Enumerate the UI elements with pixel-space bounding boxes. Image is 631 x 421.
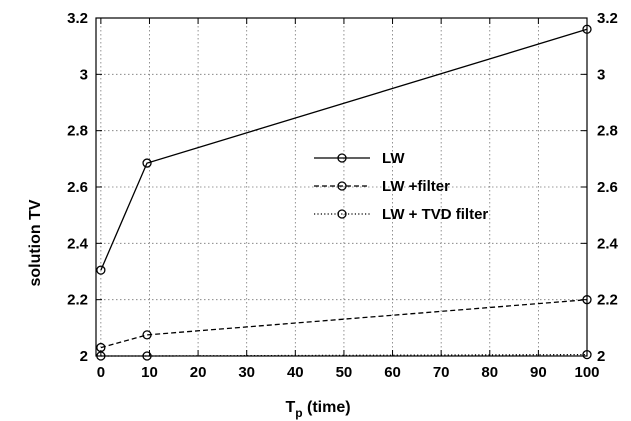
series-line-1 [100,28,588,271]
y-tick-label-right: 2.6 [597,179,618,196]
y-tick-label-left: 2.8 [67,123,88,140]
legend-marker-2 [337,181,347,191]
series-3-point [96,351,106,361]
legend-label-2: LW +filter [382,178,450,195]
x-axis-label-rest: (time) [303,399,351,416]
x-tick-label: 0 [97,364,105,381]
x-tick-label: 80 [481,364,498,381]
x-tick-label: 60 [384,364,401,381]
x-tick-label: 10 [141,364,158,381]
legend-marker-3 [337,209,347,219]
series-3-point [582,349,592,360]
y-tick-label-right: 2 [597,348,605,365]
x-axis-label: Tp (time) [285,399,350,420]
y-tick-label-right: 3.2 [597,10,618,27]
grid-lines [96,18,587,356]
y-tick-label-left: 3.2 [67,10,88,27]
y-tick-label-right: 2.2 [597,292,618,309]
x-tick-label: 30 [238,364,255,381]
series-layer [96,24,592,361]
series-2-point [582,295,592,305]
x-axis-label-subscript: p [295,406,302,420]
legend: LW LW +filter LW + TVD filter [314,150,488,223]
x-tick-label: 90 [530,364,547,381]
y-axis-label: solution TV [27,199,44,286]
x-tick-label: 40 [287,364,304,381]
series-2-point [142,330,152,340]
legend-marker-1 [337,153,347,163]
series-1-point [142,158,152,168]
series-1-point [582,24,592,34]
series-3-point [142,351,152,361]
y-tick-label-right: 2.4 [597,235,619,252]
legend-label-3: LW + TVD filter [382,206,488,223]
y-tick-label-left: 2.4 [67,235,89,252]
x-tick-label: 70 [433,364,450,381]
x-tick-label: 100 [574,364,599,381]
y-tick-label-left: 2.2 [67,292,88,309]
y-tick-label-left: 3 [80,66,88,83]
y-tick-label-left: 2.6 [67,179,88,196]
legend-label-1: LW [382,150,405,167]
x-axis-label-main: T [285,399,295,416]
y-tick-label-right: 3 [597,66,605,83]
y-tick-label-left: 2 [80,348,88,365]
x-tick-label: 20 [190,364,207,381]
y-tick-label-right: 2.8 [597,123,618,140]
series-1-point [96,265,106,275]
x-tick-label: 50 [336,364,353,381]
